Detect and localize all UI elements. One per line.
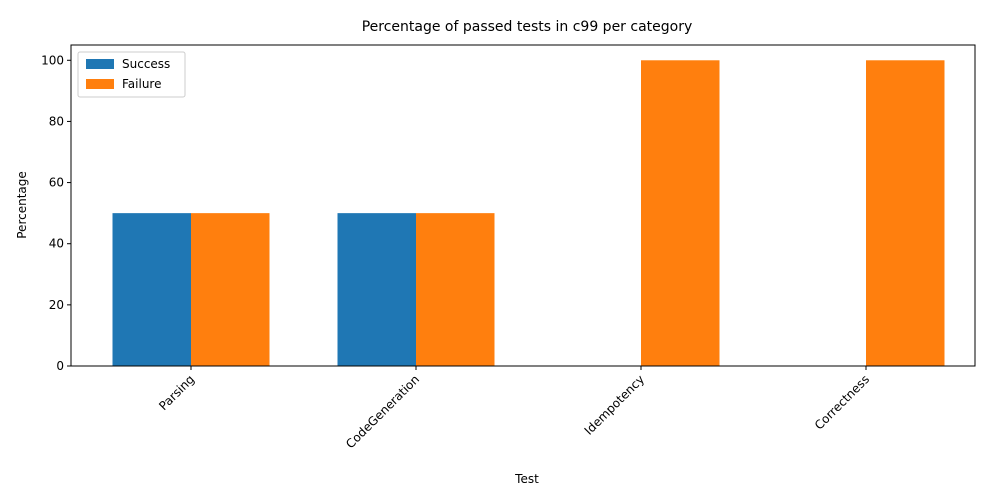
y-ticks-group: 0 20 40 60 80 100	[41, 53, 71, 373]
y-tick-label: 20	[49, 298, 64, 312]
legend-label-failure: Failure	[122, 77, 161, 91]
y-tick-label: 60	[49, 176, 64, 190]
bar-failure-idempotency	[641, 60, 720, 367]
y-tick-label: 100	[41, 53, 64, 67]
y-tick-label: 80	[49, 114, 64, 128]
y-tick-label: 40	[49, 237, 64, 251]
legend: Success Failure	[77, 51, 186, 98]
chart-title: Percentage of passed tests in c99 per ca…	[362, 19, 693, 35]
legend-label-success: Success	[122, 57, 170, 71]
bars-group	[112, 60, 945, 367]
bar-failure-codegeneration	[416, 213, 495, 366]
y-axis-title: Percentage	[15, 171, 29, 239]
bar-success-parsing	[112, 213, 191, 366]
bar-failure-parsing	[191, 213, 270, 366]
y-tick-label: 0	[56, 359, 64, 373]
plot-frame	[70, 44, 976, 367]
legend-swatch-failure	[86, 79, 114, 89]
legend-swatch-success	[86, 59, 114, 69]
x-axis-title: Test	[514, 472, 539, 486]
bar-failure-correctness	[866, 60, 945, 367]
bar-success-codegeneration	[337, 213, 416, 366]
